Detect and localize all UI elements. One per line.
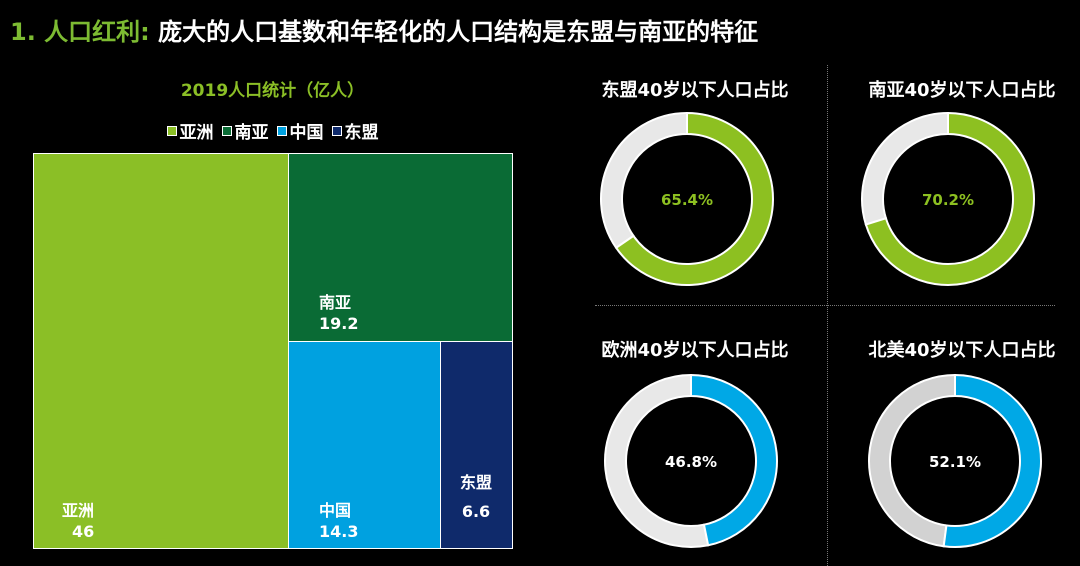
treemap-cell-south-asia: 南亚 19.2 [288, 153, 513, 342]
legend-label: 东盟 [344, 123, 379, 143]
legend-swatch [221, 125, 232, 136]
title-prefix: 1. 人口红利: [10, 18, 150, 46]
treemap-cell-china: 中国 14.3 [288, 341, 441, 549]
donut-slice-south-asia-under40 [864, 111, 1035, 286]
treemap-cell-asean: 东盟 6.6 [440, 341, 513, 549]
donut-label-north-america: 52.1% [929, 453, 981, 471]
cell-value: 19.2 [319, 314, 359, 333]
title-text: 庞大的人口基数和年轻化的人口结构是东盟与南亚的特征 [158, 18, 759, 46]
cell-label: 中国 14.3 [319, 500, 358, 542]
legend-swatch [276, 125, 287, 136]
donut-title-north-america: 北美40岁以下人口占比 [868, 340, 1056, 361]
donut-title-south-asia: 南亚40岁以下人口占比 [868, 80, 1056, 101]
legend-item-asia: 亚洲 [166, 118, 214, 143]
legend-swatch [331, 125, 342, 136]
cell-name: 东盟 [459, 473, 492, 492]
cell-label: 亚洲 46 [62, 500, 94, 542]
cell-label: 南亚 19.2 [319, 292, 358, 334]
legend-swatch [166, 125, 177, 136]
treemap-title: 2019人口统计（亿人） [180, 81, 365, 101]
legend-label: 中国 [289, 123, 324, 143]
cell-value: 46 [72, 522, 95, 541]
donut-label-asean: 65.4% [661, 191, 713, 209]
cell-name: 亚洲 [62, 501, 95, 520]
cell-label: 东盟 6.6 [447, 472, 505, 522]
legend-item-south-asia: 南亚 [221, 118, 269, 143]
legend-item-china: 中国 [276, 118, 324, 143]
treemap-legend: 亚洲 南亚 中国 东盟 [33, 118, 512, 143]
donut-label-south-asia: 70.2% [922, 191, 974, 209]
cell-name: 中国 [319, 501, 352, 520]
donut-slice-europe-other [604, 373, 710, 548]
donut-slice-asean-other [600, 111, 688, 250]
cell-name: 南亚 [319, 293, 352, 312]
donut-slice-europe-under40 [690, 373, 778, 547]
legend-label: 南亚 [234, 123, 269, 143]
donut-slice-north-america-under40 [942, 373, 1042, 548]
divider-horizontal [595, 305, 1055, 306]
donut-title-europe: 欧洲40岁以下人口占比 [601, 340, 789, 361]
cell-value: 14.3 [319, 522, 359, 541]
legend-item-asean: 东盟 [331, 118, 379, 143]
donut-label-europe: 46.8% [665, 453, 717, 471]
donut-title-asean: 东盟40岁以下人口占比 [601, 80, 789, 101]
cell-value: 6.6 [461, 502, 491, 521]
page-title: 1. 人口红利: 庞大的人口基数和年轻化的人口结构是东盟与南亚的特征 [10, 12, 758, 47]
divider-vertical [827, 65, 828, 566]
legend-label: 亚洲 [179, 123, 214, 143]
donut-slice-asean-under40 [614, 111, 774, 286]
